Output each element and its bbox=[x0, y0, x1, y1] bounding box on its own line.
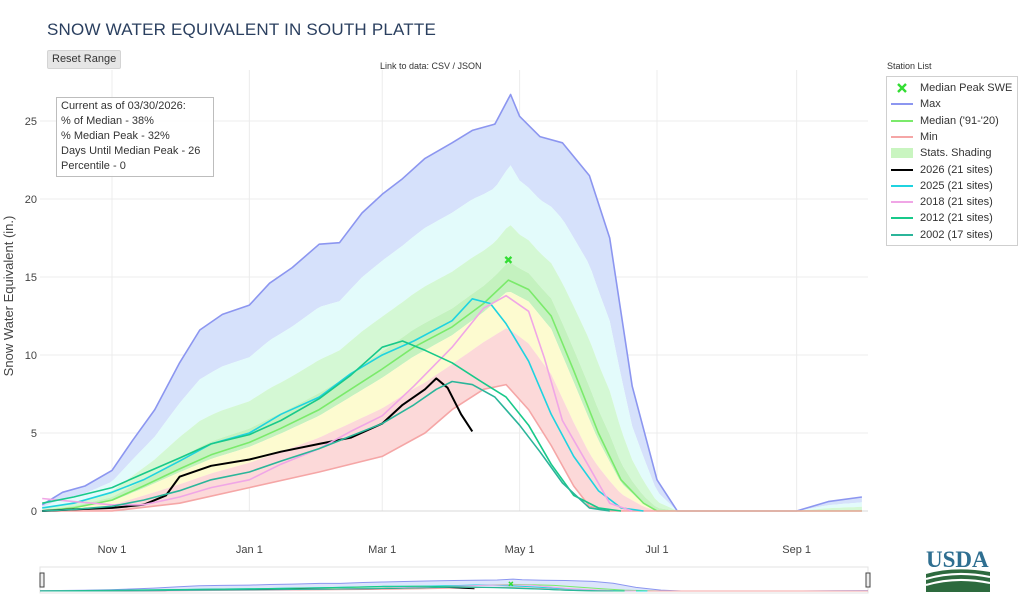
legend-label: 2002 (17 sites) bbox=[920, 228, 993, 241]
median-peak-point bbox=[504, 255, 513, 264]
legend-label: Min bbox=[920, 130, 938, 143]
station-list-label[interactable]: Station List bbox=[887, 61, 932, 71]
legend-item[interactable]: 2018 (21 sites) bbox=[891, 194, 993, 210]
usda-logo: USDA bbox=[925, 547, 991, 592]
legend-symbol bbox=[891, 147, 913, 159]
reset-range-button[interactable]: Reset Range bbox=[47, 50, 122, 69]
legend-item[interactable]: Median ('91-'20) bbox=[891, 113, 999, 129]
x-tick-label: Mar 1 bbox=[368, 544, 396, 556]
info-days-until-peak: Days Until Median Peak - 26 bbox=[61, 145, 201, 157]
stats-band-3 bbox=[42, 262, 862, 511]
legend-label: Stats. Shading bbox=[920, 147, 992, 160]
legend-item[interactable]: Min bbox=[891, 129, 938, 145]
svg-text:USDA: USDA bbox=[926, 547, 989, 572]
y-tick-label: 15 bbox=[25, 272, 37, 284]
stats-band-5 bbox=[42, 328, 862, 511]
legend-label: Max bbox=[920, 98, 941, 111]
info-percentile: Percentile - 0 bbox=[61, 160, 126, 172]
y-tick-label: 20 bbox=[25, 194, 37, 206]
mini-line bbox=[40, 586, 614, 592]
range-slider[interactable] bbox=[39, 566, 871, 594]
legend-symbol bbox=[891, 82, 913, 94]
series-line-max bbox=[41, 93, 863, 512]
legend-symbol bbox=[891, 98, 913, 110]
stats-band-0 bbox=[42, 94, 862, 511]
legend-symbol bbox=[891, 131, 913, 143]
legend-symbol bbox=[891, 115, 913, 127]
legend-symbol bbox=[891, 212, 913, 224]
y-axis-label: Snow Water Equivalent (in.) bbox=[1, 216, 16, 377]
page-title: SNOW WATER EQUIVALENT IN SOUTH PLATTE bbox=[47, 20, 436, 39]
x-tick-label: Nov 1 bbox=[98, 544, 127, 556]
mini-line bbox=[39, 578, 869, 592]
series-line-min bbox=[42, 383, 862, 512]
info-percent-median-peak: % Median Peak - 32% bbox=[61, 130, 170, 142]
info-current-date: Current as of 03/30/2026: bbox=[61, 100, 186, 112]
legend-symbol bbox=[891, 164, 913, 176]
legend-item[interactable]: Stats. Shading bbox=[891, 145, 992, 161]
info-percent-median: % of Median - 38% bbox=[61, 115, 154, 127]
median-peak-marker bbox=[504, 255, 513, 264]
axis-ticks: 0 5 10 15 20 25 Nov 1 Jan 1 Mar 1 May 1 Jul 1 Sep 1 bbox=[25, 116, 811, 556]
legend-label: Median ('91-'20) bbox=[920, 114, 999, 127]
stats-band-4 bbox=[42, 292, 862, 511]
legend-symbol bbox=[891, 196, 913, 208]
legend-item[interactable]: 2002 (17 sites) bbox=[891, 227, 993, 243]
legend-item[interactable]: Max bbox=[891, 96, 941, 112]
legend-label: 2025 (21 sites) bbox=[920, 179, 993, 192]
legend-item[interactable]: 2025 (21 sites) bbox=[891, 178, 993, 194]
legend-label: 2012 (21 sites) bbox=[920, 212, 993, 225]
y-tick-label: 25 bbox=[25, 116, 37, 128]
range-handle-right[interactable] bbox=[865, 572, 871, 588]
x-tick-label: Sep 1 bbox=[782, 544, 811, 556]
series-line-2002-17-sites bbox=[42, 380, 610, 512]
series-line-2018-21-sites bbox=[42, 294, 633, 512]
series-line-median-91-20 bbox=[42, 279, 862, 512]
x-tick-label: May 1 bbox=[505, 544, 535, 556]
mini-peak-marker bbox=[508, 581, 514, 587]
stats-band-1 bbox=[42, 165, 862, 511]
info-box: Current as of 03/30/2026: % of Median - … bbox=[56, 97, 214, 177]
legend-item[interactable]: 2026 (21 sites) bbox=[891, 162, 993, 178]
legend-item[interactable]: Median Peak SWE bbox=[891, 80, 1012, 96]
range-handle-left[interactable] bbox=[39, 572, 45, 588]
y-tick-label: 10 bbox=[25, 350, 37, 362]
y-tick-label: 0 bbox=[31, 506, 37, 518]
series-line-2012-21-sites bbox=[42, 340, 622, 512]
legend-symbol bbox=[891, 229, 913, 241]
series-lines bbox=[41, 93, 863, 512]
legend-symbol bbox=[891, 180, 913, 192]
x-tick-label: Jan 1 bbox=[236, 544, 263, 556]
legend-label: 2026 (21 sites) bbox=[920, 163, 993, 176]
y-tick-label: 5 bbox=[31, 428, 37, 440]
legend-label: Median Peak SWE bbox=[920, 82, 1013, 94]
legend-label: 2018 (21 sites) bbox=[920, 196, 993, 209]
x-tick-label: Jul 1 bbox=[645, 544, 668, 556]
legend: Median Peak SWE Max Median ('91-'20) Min Sta… bbox=[886, 76, 1018, 246]
legend-item[interactable]: 2012 (21 sites) bbox=[891, 210, 993, 226]
data-link[interactable]: Link to data: CSV / JSON bbox=[380, 61, 482, 71]
series-line-2025-21-sites bbox=[42, 298, 644, 512]
